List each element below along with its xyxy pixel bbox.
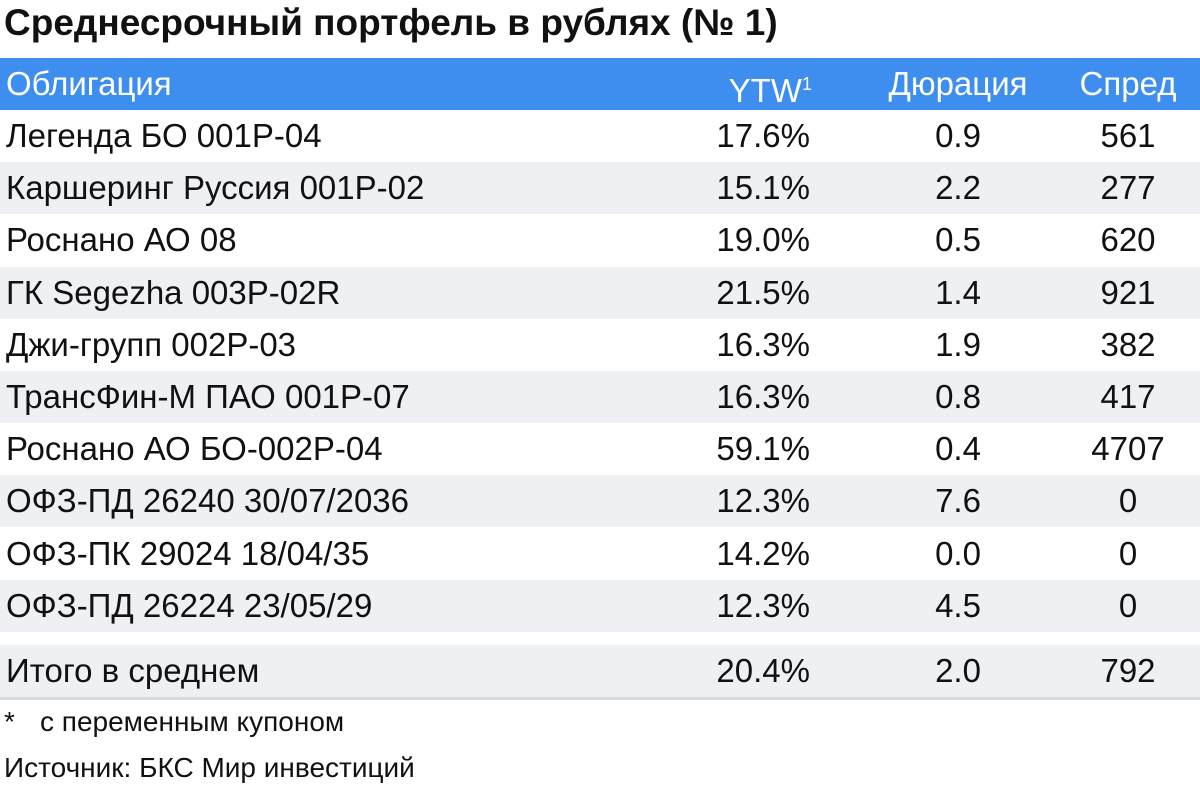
- table-row: Каршеринг Руссия 001P-02 15.1% 2.2 277: [0, 162, 1200, 215]
- table-cell: 0.5: [935, 221, 981, 259]
- table-row: ОФЗ-ПК 29024 18/04/35 14.2% 0.0 0: [0, 528, 1200, 580]
- table-cell: Роснано АО 08: [6, 221, 237, 259]
- table-cell: 1.4: [935, 273, 981, 311]
- total-row: Итого в среднем 20.4% 2.0 792: [0, 645, 1200, 700]
- footnote-mark: *: [4, 706, 15, 737]
- total-cell: 20.4%: [716, 652, 810, 689]
- table-row: ГК Segezha 003P-02R 21.5% 1.4 921: [0, 266, 1200, 319]
- table-cell: 277: [1100, 169, 1156, 207]
- table-cell: 1.9: [935, 325, 981, 363]
- table-cell: ГК Segezha 003P-02R: [6, 273, 341, 311]
- table-cell: 0: [1118, 586, 1138, 624]
- table-cell: 0.0: [935, 534, 981, 572]
- table-cell: 921: [1100, 273, 1156, 311]
- table-cell: 12.3%: [716, 482, 810, 520]
- table-cell: ОФЗ-ПК 29024 18/04/35: [6, 534, 370, 572]
- table-cell: Каршеринг Руссия 001P-02: [6, 169, 425, 207]
- table-row: Джи-групп 002P-03 16.3% 1.9 382: [0, 319, 1200, 371]
- table-cell: 0: [1118, 482, 1138, 520]
- table-cell: 15.1%: [716, 169, 810, 207]
- table-cell: 0: [1118, 534, 1138, 572]
- header-cell: Спред: [1079, 65, 1177, 102]
- table-cell: 21.5%: [716, 273, 810, 311]
- table-cell: ОФЗ-ПД 26240 30/07/2036: [6, 482, 410, 520]
- total-cell: 792: [1100, 652, 1156, 689]
- table-cell: ОФЗ-ПД 26224 23/05/29: [6, 586, 373, 624]
- title: Среднесрочный портфель в рублях (№ 1): [4, 2, 778, 43]
- table-cell: 561: [1100, 117, 1156, 154]
- total-cell: Итого в среднем: [6, 652, 260, 689]
- table-cell: 4.5: [935, 586, 981, 624]
- header-row: Облигация YTW1 Дюрация Спред: [0, 58, 1200, 110]
- table-row: ТрансФин-М ПАО 001P-07 16.3% 0.8 417: [0, 371, 1200, 423]
- table-cell: 12.3%: [716, 586, 810, 624]
- table-cell: 7.6: [935, 482, 981, 520]
- table-cell: Джи-групп 002P-03: [6, 325, 297, 363]
- table-cell: 59.1%: [716, 430, 810, 468]
- source: Источник: БКС Мир инвестиций: [4, 752, 415, 783]
- table-row: ОФЗ-ПД 26240 30/07/2036 12.3% 7.6 0: [0, 475, 1200, 528]
- table-cell: 17.6%: [716, 117, 810, 154]
- table-row: Легенда БО 001P-04 17.6% 0.9 561: [0, 110, 1200, 162]
- table-row: Роснано АО БО-002P-04 59.1% 0.4 4707: [0, 423, 1200, 475]
- table-cell: ТрансФин-М ПАО 001P-07: [6, 378, 410, 415]
- table-cell: 0.9: [935, 117, 981, 154]
- table-cell: 16.3%: [716, 378, 810, 415]
- table-cell: 4707: [1091, 430, 1165, 468]
- header-superscript: 1: [801, 74, 812, 94]
- table-cell: 19.0%: [716, 221, 810, 259]
- total-cell: 2.0: [935, 652, 981, 689]
- table-cell: 16.3%: [716, 325, 810, 363]
- table-cell: 0.4: [935, 430, 981, 468]
- table-cell: 620: [1100, 221, 1156, 259]
- table-cell: Легенда БО 001P-04: [6, 117, 322, 154]
- table-row: ОФЗ-ПД 26224 23/05/29 12.3% 4.5 0: [0, 579, 1200, 632]
- header-cell: Дюрация: [888, 65, 1028, 102]
- table-cell: 0.8: [935, 378, 981, 415]
- table-cell: 14.2%: [716, 534, 810, 572]
- table-cell: 2.2: [935, 169, 981, 207]
- table-row: Роснано АО 08 19.0% 0.5 620: [0, 214, 1200, 266]
- header-cell: Облигация: [6, 65, 172, 102]
- header-cell: YTW1: [728, 72, 812, 109]
- footnote-text: с переменным купоном: [40, 706, 345, 737]
- table-cell: Роснано АО БО-002P-04: [6, 430, 383, 468]
- table-cell: 417: [1100, 378, 1156, 415]
- table-cell: 382: [1100, 325, 1156, 363]
